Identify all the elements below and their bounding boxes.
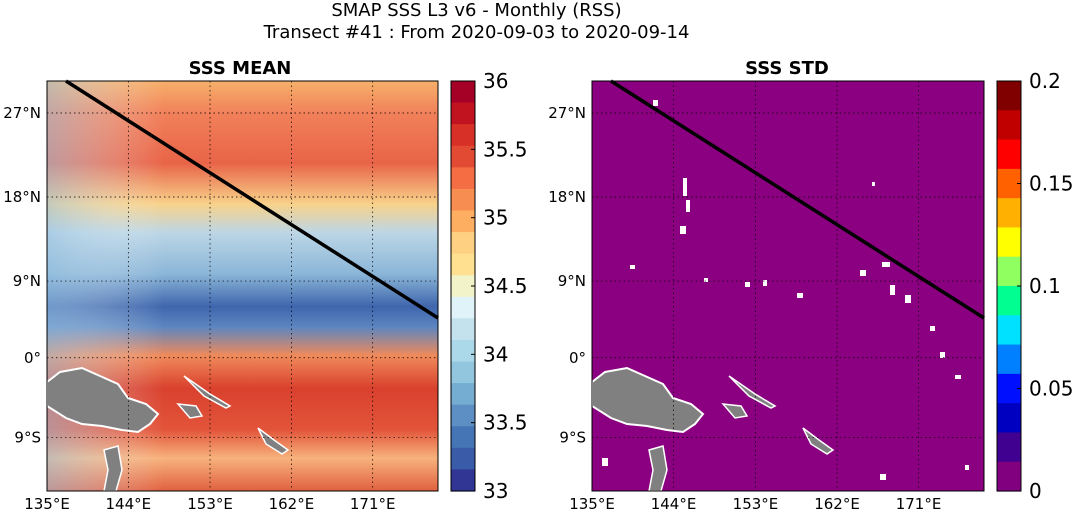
land-new-guinea <box>46 366 160 434</box>
sss-mean-shading <box>47 81 438 491</box>
y-tick-label: 9°S <box>14 429 41 447</box>
y-tick-label: 18°N <box>548 188 586 206</box>
colorbar-segment <box>451 318 475 341</box>
y-ticks: 27°N 18°N 9°N 0° 9°S <box>548 104 586 447</box>
transect-line <box>65 79 439 320</box>
colorbar-sss-std: 0.2 0.15 0.1 0.05 0 <box>996 69 1073 503</box>
figure-title-line1: SMAP SSS L3 v6 - Monthly (RSS) <box>331 0 622 21</box>
colorbar-segment <box>997 81 1021 111</box>
land-new-britain <box>721 403 749 419</box>
colorbar-tick-label: 36 <box>483 69 508 93</box>
colorbar-segment <box>451 253 475 276</box>
y-tick-label: 27°N <box>548 104 586 122</box>
land-new-ireland <box>183 375 232 409</box>
colorbar-tick-label: 0.15 <box>1029 172 1073 196</box>
y-tick-label: 0° <box>24 349 41 367</box>
colorbar-tick-label: 0.05 <box>1029 377 1073 401</box>
x-tick-label: 153°E <box>187 495 233 513</box>
x-tick-label: 135°E <box>24 495 70 513</box>
colorbar-segment <box>451 296 475 319</box>
x-tick-label: 135°E <box>569 495 615 513</box>
x-tick-label: 171°E <box>350 495 396 513</box>
colorbar-segment <box>451 383 475 406</box>
land-solomon-islands <box>257 427 290 455</box>
land-new-ireland <box>728 375 777 409</box>
sss-std-field <box>592 81 984 491</box>
panel-title: SSS STD <box>745 58 829 79</box>
colorbar-segment <box>451 275 475 298</box>
y-tick-label: 9°N <box>558 272 586 290</box>
figure-title-line2: Transect #41 : From 2020-09-03 to 2020-0… <box>263 22 690 43</box>
colorbar-segment <box>997 110 1021 141</box>
map-frame <box>591 80 985 492</box>
x-tick-label: 144°E <box>106 495 152 513</box>
x-ticks: 135°E 144°E 153°E 162°E 171°E <box>24 495 395 513</box>
colorbar-segment <box>451 210 475 233</box>
colorbar-segment <box>451 447 475 471</box>
colorbar-segment <box>451 404 475 427</box>
colorbar-segment <box>997 315 1021 346</box>
colorbar-segment <box>997 256 1021 287</box>
colorbar-sss-mean: 36 35.5 35 34.5 34 33.5 33 <box>450 69 528 503</box>
colorbar-segment <box>451 469 475 492</box>
y-tick-label: 27°N <box>3 104 41 122</box>
missing-data-specks <box>602 100 969 480</box>
land-solomon-islands <box>802 427 835 455</box>
colorbar-segment <box>451 124 475 147</box>
colorbar-segment <box>451 188 475 212</box>
x-tick-label: 162°E <box>269 495 315 513</box>
panel-sss-mean: SSS MEAN 135°E 144°E 153°E 162°E 171°E 27°N 1… <box>3 58 527 513</box>
x-tick-label: 153°E <box>733 495 779 513</box>
colorbar-tick-label: 34 <box>483 342 508 366</box>
x-ticks: 135°E 144°E 153°E 162°E 171°E <box>569 495 941 513</box>
land-new-britain <box>176 403 204 419</box>
colorbar-segment <box>451 102 475 125</box>
colorbar-tick-label: 33 <box>483 479 508 503</box>
colorbar-segment <box>997 286 1021 316</box>
colorbar-segment <box>997 432 1021 463</box>
colorbar-segment <box>997 198 1021 229</box>
colorbar-tick-label: 0.2 <box>1029 69 1061 93</box>
colorbar-segment <box>997 227 1021 258</box>
panel-title: SSS MEAN <box>189 58 292 79</box>
colorbar-segment <box>451 167 475 190</box>
colorbar-segment <box>997 403 1021 434</box>
land-new-guinea <box>591 366 705 434</box>
panel-sss-std: SSS STD 135°E 144°E 153°E 162°E 171°E 27°N 18… <box>548 58 1073 513</box>
colorbar-segment <box>451 426 475 449</box>
x-tick-label: 171°E <box>896 495 942 513</box>
colorbar-tick-label: 33.5 <box>483 411 528 435</box>
colorbar-segment <box>997 461 1021 492</box>
colorbar-tick-label: 0 <box>1029 479 1042 503</box>
transect-line <box>610 79 985 320</box>
colorbar-segment <box>451 145 475 168</box>
colorbar-segment <box>451 339 475 363</box>
x-tick-label: 162°E <box>814 495 860 513</box>
y-ticks: 27°N 18°N 9°N 0° 9°S <box>3 104 41 447</box>
x-tick-label: 144°E <box>651 495 697 513</box>
colorbar-tick-label: 34.5 <box>483 274 528 298</box>
colorbar-tick-label: 0.1 <box>1029 274 1061 298</box>
colorbar-tick-label: 35.5 <box>483 137 528 161</box>
colorbar-tick-label: 35 <box>483 206 508 230</box>
colorbar-segment <box>451 361 475 384</box>
y-tick-label: 0° <box>569 349 586 367</box>
colorbar-segment <box>451 232 475 255</box>
colorbar-segment <box>451 81 475 104</box>
colorbar-segment <box>997 139 1021 170</box>
map-frame <box>46 80 439 492</box>
y-tick-label: 9°N <box>13 272 41 290</box>
colorbar-segment <box>997 344 1021 375</box>
y-tick-label: 18°N <box>3 188 41 206</box>
y-tick-label: 9°S <box>559 429 586 447</box>
